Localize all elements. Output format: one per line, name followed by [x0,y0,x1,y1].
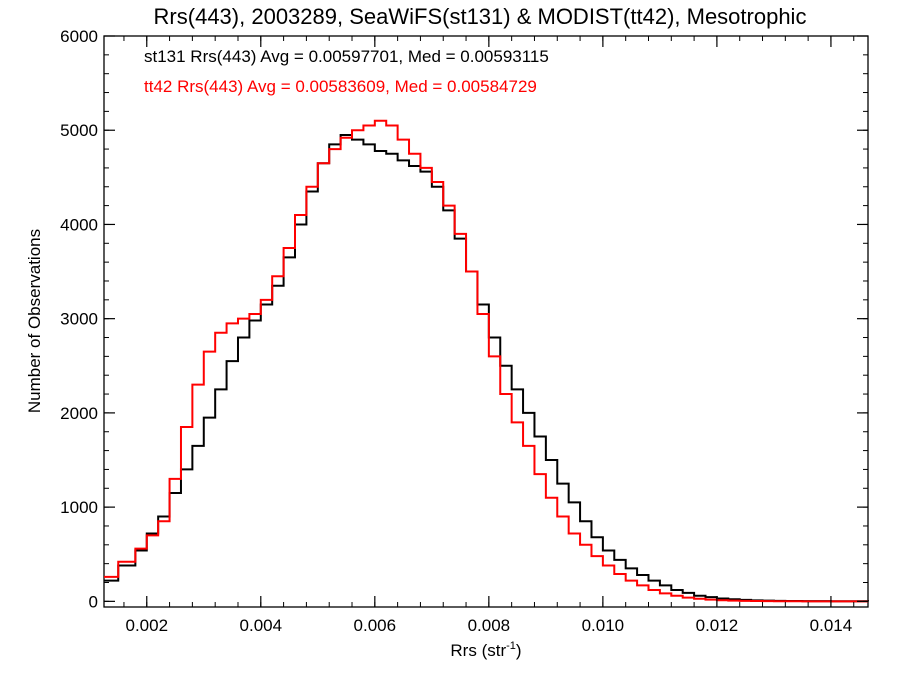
annotation-red: tt42 Rrs(443) Avg = 0.00583609, Med = 0.… [144,77,537,96]
y-tick-label: 0 [89,592,98,611]
x-tick-label: 0.014 [810,616,853,635]
y-tick-label: 6000 [60,27,98,46]
x-axis-label-superscript: -1 [506,640,516,652]
y-tick-label: 4000 [60,215,98,234]
x-axis-label: Rrs (str-1) [450,640,521,660]
x-tick-label: 0.012 [696,616,739,635]
chart-title: Rrs(443), 2003289, SeaWiFS(st131) & MODI… [154,4,807,29]
y-tick-label: 1000 [60,498,98,517]
plot-frame [103,35,869,608]
y-tick-label: 5000 [60,121,98,140]
y-tick-label: 2000 [60,404,98,423]
x-tick-label: 0.008 [468,616,511,635]
x-tick-label: 0.004 [240,616,283,635]
series-layer [104,119,869,603]
annotation-black: st131 Rrs(443) Avg = 0.00597701, Med = 0… [144,47,549,66]
x-tick-label: 0.010 [582,616,625,635]
y-axis-label: Number of Observations [25,229,44,413]
series-line-1 [104,133,869,603]
y-tick-label: 3000 [60,310,98,329]
x-tick-label: 0.006 [354,616,397,635]
tick-layer: 0.002 0.004 0.006 0.008 0.010 0.012 0.014 0 1000… [60,27,868,635]
series-line-2 [104,119,868,603]
x-tick-label: 0.002 [125,616,168,635]
